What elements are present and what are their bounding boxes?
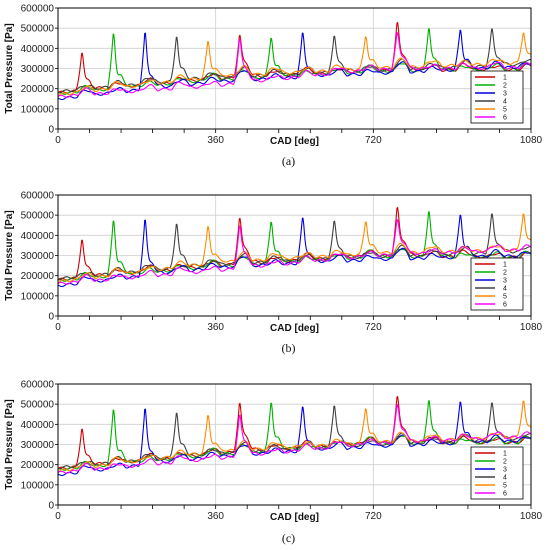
series-line-6 xyxy=(57,404,532,474)
x-tick-label: 720 xyxy=(365,135,382,146)
y-tick-label: 500000 xyxy=(21,211,55,222)
y-tick-label: 0 xyxy=(48,125,54,136)
series-line-5 xyxy=(57,213,532,284)
x-tick-label: 0 xyxy=(55,322,61,333)
y-axis-label: Total Pressure [Pa] xyxy=(4,399,15,489)
legend-label-5: 5 xyxy=(503,107,507,114)
x-axis-label: CAD [deg] xyxy=(270,136,319,147)
y-tick-label: 600000 xyxy=(21,380,55,391)
x-tick-label: 720 xyxy=(365,322,382,333)
legend-label-4: 4 xyxy=(503,99,507,106)
series-line-6 xyxy=(57,219,532,285)
series-line-3 xyxy=(57,401,532,477)
legend-label-1: 1 xyxy=(503,451,507,458)
series-line-5 xyxy=(57,400,532,473)
series-line-4 xyxy=(57,28,532,94)
legend-label-1: 1 xyxy=(503,75,507,82)
x-axis-label: CAD [deg] xyxy=(270,512,319,523)
x-axis-label: CAD [deg] xyxy=(270,323,319,334)
y-tick-label: 200000 xyxy=(21,271,55,282)
series-line-4 xyxy=(57,213,532,281)
y-tick-label: 0 xyxy=(48,312,54,323)
series-line-6 xyxy=(57,32,532,98)
legend-label-5: 5 xyxy=(503,294,507,301)
y-tick-label: 600000 xyxy=(21,4,55,15)
y-axis-label: Total Pressure [Pa] xyxy=(4,23,15,113)
legend-label-5: 5 xyxy=(503,483,507,490)
x-tick-label: 1080 xyxy=(520,511,543,522)
series-line-2 xyxy=(57,211,532,282)
y-tick-label: 100000 xyxy=(21,480,55,491)
legend-label-2: 2 xyxy=(503,270,507,277)
y-tick-label: 600000 xyxy=(21,191,55,202)
legend-label-3: 3 xyxy=(503,91,507,98)
x-tick-label: 360 xyxy=(207,511,224,522)
panel-caption: (a) xyxy=(282,154,295,168)
legend-label-4: 4 xyxy=(503,475,507,482)
y-tick-label: 200000 xyxy=(21,84,55,95)
legend-label-6: 6 xyxy=(503,115,507,122)
x-tick-label: 1080 xyxy=(520,322,543,333)
legend-label-3: 3 xyxy=(503,467,507,474)
legend-label-4: 4 xyxy=(503,286,507,293)
y-tick-label: 400000 xyxy=(21,44,55,55)
x-tick-label: 1080 xyxy=(520,135,543,146)
legend xyxy=(470,446,524,500)
y-tick-label: 100000 xyxy=(21,291,55,302)
panel-caption: (c) xyxy=(282,531,295,545)
x-tick-label: 360 xyxy=(207,135,224,146)
y-tick-label: 100000 xyxy=(21,104,55,115)
legend xyxy=(470,257,524,311)
x-tick-label: 0 xyxy=(55,135,61,146)
legend-label-2: 2 xyxy=(503,459,507,466)
y-tick-label: 300000 xyxy=(21,64,55,75)
y-tick-label: 300000 xyxy=(21,251,55,262)
legend-label-2: 2 xyxy=(503,83,507,90)
y-tick-label: 300000 xyxy=(21,440,55,451)
legend-label-6: 6 xyxy=(503,491,507,498)
y-tick-label: 500000 xyxy=(21,24,55,35)
x-tick-label: 360 xyxy=(207,322,224,333)
x-tick-label: 0 xyxy=(55,511,61,522)
x-tick-label: 720 xyxy=(365,511,382,522)
panel-caption: (b) xyxy=(282,341,296,355)
y-axis-label: Total Pressure [Pa] xyxy=(4,210,15,300)
y-tick-label: 400000 xyxy=(21,420,55,431)
series-line-5 xyxy=(57,32,532,97)
legend-label-1: 1 xyxy=(503,262,507,269)
y-tick-label: 0 xyxy=(48,501,54,512)
legend xyxy=(470,70,524,124)
y-tick-label: 200000 xyxy=(21,460,55,471)
legend-label-3: 3 xyxy=(503,278,507,285)
y-tick-label: 400000 xyxy=(21,231,55,242)
y-tick-label: 500000 xyxy=(21,400,55,411)
legend-label-6: 6 xyxy=(503,302,507,309)
